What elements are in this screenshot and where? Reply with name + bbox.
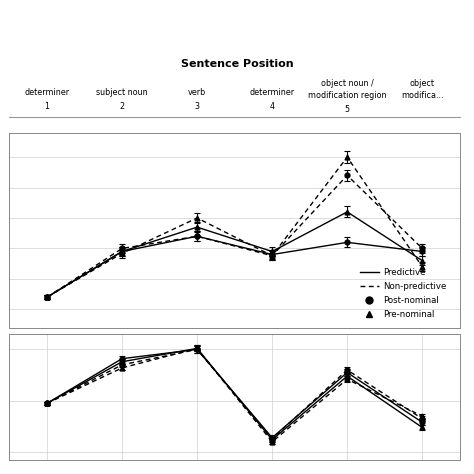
Text: verb: verb [188,88,206,97]
Text: 1: 1 [45,102,49,111]
Text: object: object [410,79,435,88]
Text: determiner: determiner [25,88,70,97]
Text: object noun /: object noun / [321,79,374,88]
Text: subject noun: subject noun [96,88,148,97]
Text: determiner: determiner [250,88,295,97]
Text: 5: 5 [345,105,350,114]
Text: modifica...: modifica... [401,91,444,100]
Text: Sentence Position: Sentence Position [181,59,293,69]
Text: 4: 4 [270,102,274,111]
Text: 2: 2 [119,102,125,111]
Legend: Predictive, Non-predictive, Post-nominal, Pre-nominal: Predictive, Non-predictive, Post-nominal… [360,268,447,319]
Text: modification region: modification region [308,91,386,100]
Text: 3: 3 [195,102,200,111]
